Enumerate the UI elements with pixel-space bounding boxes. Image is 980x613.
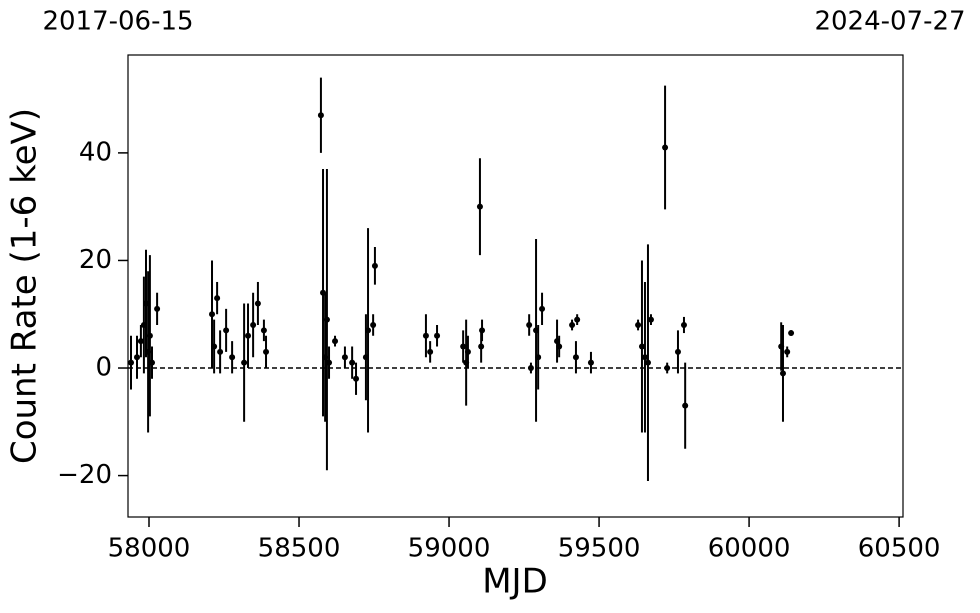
point (478, 343, 485, 350)
x-tick-label: 59000 (408, 534, 491, 564)
x-tick-label: 59500 (558, 534, 641, 564)
point (365, 327, 372, 334)
y-tick-label: 20 (79, 245, 112, 275)
point (784, 348, 791, 355)
point (217, 348, 224, 355)
point (434, 332, 441, 339)
y-tick-label: 40 (79, 137, 112, 167)
point (574, 316, 581, 323)
point (556, 343, 563, 350)
point (134, 354, 141, 361)
point (323, 316, 330, 323)
y-axis-label: Count Rate (1-6 keV) (5, 108, 45, 464)
point (464, 348, 471, 355)
point (149, 359, 156, 366)
point (349, 359, 356, 366)
point (245, 332, 252, 339)
point (353, 375, 360, 382)
point (662, 144, 669, 151)
point (682, 402, 689, 409)
point (427, 348, 434, 355)
point (250, 321, 257, 328)
point (526, 321, 533, 328)
y-tick-label: 0 (95, 353, 112, 383)
point (569, 321, 576, 328)
point (154, 305, 161, 312)
point (644, 359, 651, 366)
point (341, 354, 348, 361)
point (664, 365, 671, 372)
point (647, 316, 654, 323)
point (260, 327, 267, 334)
point (214, 295, 221, 302)
point (223, 327, 230, 334)
x-tick-label: 60000 (708, 534, 791, 564)
point (539, 305, 546, 312)
point (587, 359, 594, 366)
point (476, 203, 483, 210)
point (137, 338, 144, 345)
annotation: 2024-07-27 (814, 7, 965, 37)
x-tick-label: 60500 (858, 534, 941, 564)
point (422, 332, 429, 339)
point (370, 321, 377, 328)
point (128, 359, 135, 366)
point (209, 311, 216, 318)
point (241, 359, 248, 366)
x-tick-label: 58500 (258, 534, 341, 564)
point (460, 343, 467, 350)
point (527, 365, 534, 372)
x-tick-label: 58000 (108, 534, 191, 564)
point (211, 343, 218, 350)
point (788, 330, 795, 337)
point (326, 359, 333, 366)
point (263, 348, 270, 355)
point (680, 321, 687, 328)
point (535, 354, 542, 361)
point (779, 370, 786, 377)
point (146, 332, 153, 339)
point (371, 262, 378, 269)
point (641, 354, 648, 361)
point (572, 354, 579, 361)
point (635, 321, 642, 328)
point (674, 348, 681, 355)
annotation: 2017-06-15 (42, 7, 193, 37)
point (332, 338, 339, 345)
y-tick-label: −20 (57, 460, 112, 490)
plot-frame (127, 54, 904, 518)
x-axis-label: MJD (482, 562, 548, 602)
point (254, 300, 261, 307)
point (317, 112, 324, 119)
point (479, 327, 486, 334)
point (229, 354, 236, 361)
point (638, 343, 645, 350)
